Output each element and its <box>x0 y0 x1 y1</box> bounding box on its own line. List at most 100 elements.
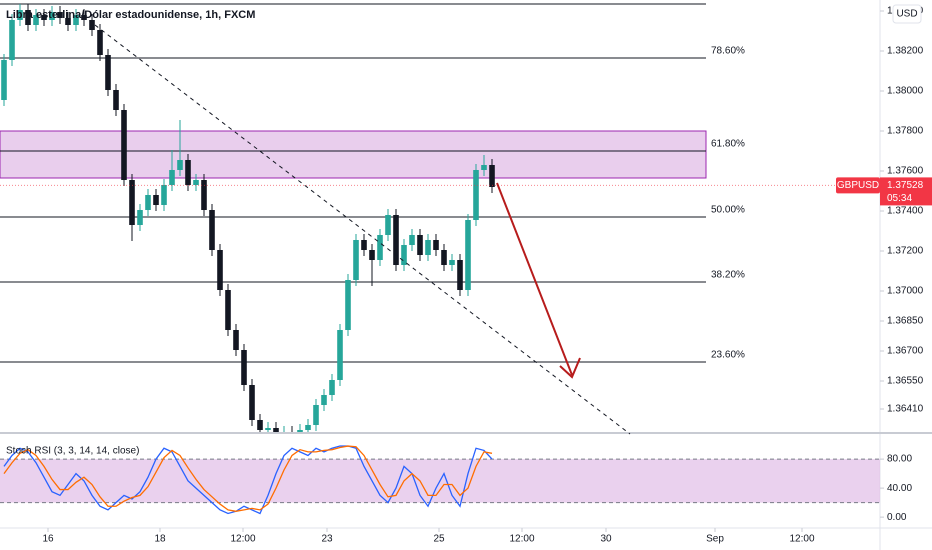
candle-body <box>305 425 311 430</box>
candle-body <box>209 210 215 250</box>
candle-body <box>201 180 207 210</box>
candle-body <box>481 165 487 170</box>
trend-line <box>94 24 631 435</box>
y-tick-label: 40.00 <box>887 483 912 494</box>
candle-body <box>49 12 55 20</box>
candle-body <box>97 30 103 55</box>
candle-body <box>353 240 359 280</box>
candle-body <box>161 185 167 205</box>
candle-body <box>57 12 63 18</box>
candle-body <box>129 180 135 225</box>
indicator-line <box>3 445 493 512</box>
candle-body <box>177 160 183 170</box>
y-tick-label: 80.00 <box>887 454 912 465</box>
candle-body <box>105 55 111 90</box>
candle-body <box>409 235 415 245</box>
candle-body <box>417 235 423 255</box>
candle-body <box>241 350 247 385</box>
fib-level-label: 23.60% <box>711 350 745 361</box>
candle-body <box>41 15 47 20</box>
currency-label[interactable]: USD <box>896 9 917 20</box>
y-tick-label: 1.36850 <box>887 316 924 327</box>
candle-body <box>457 260 463 290</box>
candle-body <box>337 330 343 380</box>
indicator-title: Stoch RSI (3, 3, 14, 14, close) <box>6 446 139 457</box>
y-tick-label: 1.37600 <box>887 166 924 177</box>
y-tick-label: 1.37800 <box>887 126 924 137</box>
candle-body <box>297 430 303 432</box>
x-tick-label: 30 <box>600 534 612 545</box>
y-tick-label: 1.37000 <box>887 286 924 297</box>
candle-body <box>121 110 127 180</box>
candle-body <box>17 10 23 20</box>
candle-body <box>89 20 95 30</box>
candle-body <box>65 18 71 25</box>
candle-body <box>73 15 79 25</box>
candle-body <box>369 250 375 260</box>
candle-body <box>377 235 383 260</box>
candle-body <box>249 385 255 420</box>
fib-level-label: 38.20% <box>711 270 745 281</box>
y-tick-label: 1.36410 <box>887 404 924 415</box>
candle-body <box>169 170 175 185</box>
fib-level-label: 61.80% <box>711 139 745 150</box>
candle-body <box>433 240 439 250</box>
candle-body <box>401 245 407 265</box>
candle-body <box>329 380 335 395</box>
y-tick-label: 1.36700 <box>887 346 924 357</box>
x-tick-label: 12:00 <box>509 534 534 545</box>
candle-body <box>225 290 231 330</box>
currency-button[interactable] <box>892 4 922 24</box>
candle-body <box>153 195 159 205</box>
supply-zone <box>0 130 707 179</box>
symbol-label: GBPUSD <box>837 180 879 191</box>
x-tick-label: 12:00 <box>230 534 255 545</box>
countdown-label: 05:34 <box>887 193 912 204</box>
y-tick-label: 1.38000 <box>887 86 924 97</box>
y-tick-label: 0.00 <box>887 512 907 523</box>
candle-body <box>145 195 151 210</box>
y-tick-label: 1.37400 <box>887 206 924 217</box>
candle-body <box>449 260 455 265</box>
candle-body <box>113 90 119 110</box>
candle-body <box>441 250 447 265</box>
arrow-head <box>559 357 581 379</box>
forecast-arrow <box>496 182 581 379</box>
candle-body <box>273 428 279 432</box>
candle-body <box>465 220 471 290</box>
arrow-shaft <box>496 182 573 376</box>
main-pane: 78.60% 61.80% 50.00% 38.20% 23.60% <box>0 3 880 432</box>
x-tick-label: 12:00 <box>789 534 814 545</box>
x-tick-label: 25 <box>433 534 445 545</box>
candle-body <box>265 428 271 430</box>
candle-body <box>9 20 15 60</box>
candle-body <box>185 160 191 185</box>
candle-body <box>257 420 263 430</box>
candle-body <box>217 250 223 290</box>
indicator-line <box>3 445 493 515</box>
candle-body <box>321 395 327 405</box>
candle-body <box>25 10 31 25</box>
indicator-pane <box>0 445 880 515</box>
fib-level-label: 50.00% <box>711 205 745 216</box>
candle-body <box>345 280 351 330</box>
candle-body <box>33 15 39 25</box>
candle-body <box>489 165 495 187</box>
candle-body <box>1 60 7 100</box>
x-tick-label: 23 <box>321 534 333 545</box>
price-badge <box>880 177 932 206</box>
candle-body <box>313 405 319 425</box>
axes: 1.384001.382001.380001.378001.376001.374… <box>42 6 932 545</box>
candle-body <box>393 215 399 265</box>
x-tick-label: 16 <box>42 534 54 545</box>
price-label: 1.37528 <box>887 180 924 191</box>
candle-body <box>233 330 239 350</box>
y-tick-label: 1.37200 <box>887 246 924 257</box>
y-tick-label: 1.36550 <box>887 376 924 387</box>
x-tick-label: Sep <box>706 534 724 545</box>
x-tick-label: 18 <box>154 534 166 545</box>
chart-title: Libra esterlina/Dólar estadounidense, 1h… <box>6 9 255 21</box>
fib-level-label: 78.60% <box>711 46 745 57</box>
candle-body <box>425 240 431 255</box>
